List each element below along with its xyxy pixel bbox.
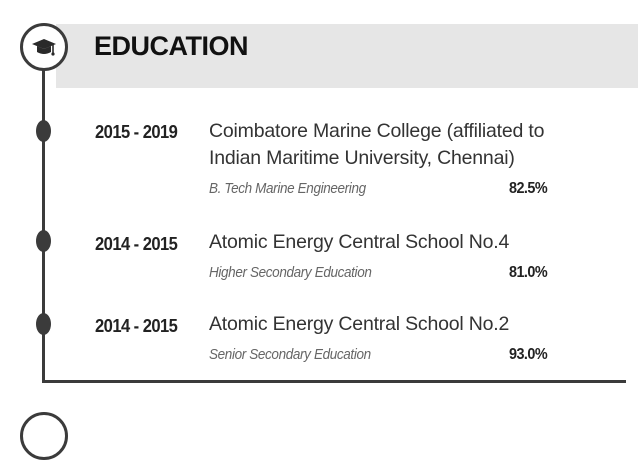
- entry-score: 82.5%: [509, 180, 548, 197]
- entry-institution-line2: Indian Maritime University, Chennai): [209, 147, 515, 169]
- entry-years: 2014 - 2015: [95, 234, 178, 254]
- next-section-icon: [20, 412, 68, 460]
- entry-score: 81.0%: [509, 264, 548, 281]
- entry-years: 2015 - 2019: [95, 122, 178, 142]
- entry-years: 2014 - 2015: [95, 316, 178, 336]
- graduation-cap-icon: [20, 23, 68, 71]
- timeline-dot: [36, 120, 51, 142]
- section-header-band: [56, 24, 638, 88]
- section-title: EDUCATION: [94, 31, 249, 61]
- entry-degree: Senior Secondary Education: [209, 346, 371, 363]
- timeline-dot: [36, 313, 51, 335]
- entry-score: 93.0%: [509, 346, 548, 363]
- entry-institution: Atomic Energy Central School No.2: [209, 313, 510, 335]
- section-bottom-rule: [42, 380, 626, 383]
- entry-degree: B. Tech Marine Engineering: [209, 180, 366, 197]
- timeline-dot: [36, 230, 51, 252]
- entry-institution: Coimbatore Marine College (affiliated to: [209, 120, 545, 142]
- entry-institution: Atomic Energy Central School No.4: [209, 231, 510, 253]
- entry-degree: Higher Secondary Education: [209, 264, 372, 281]
- timeline-line: [42, 70, 45, 382]
